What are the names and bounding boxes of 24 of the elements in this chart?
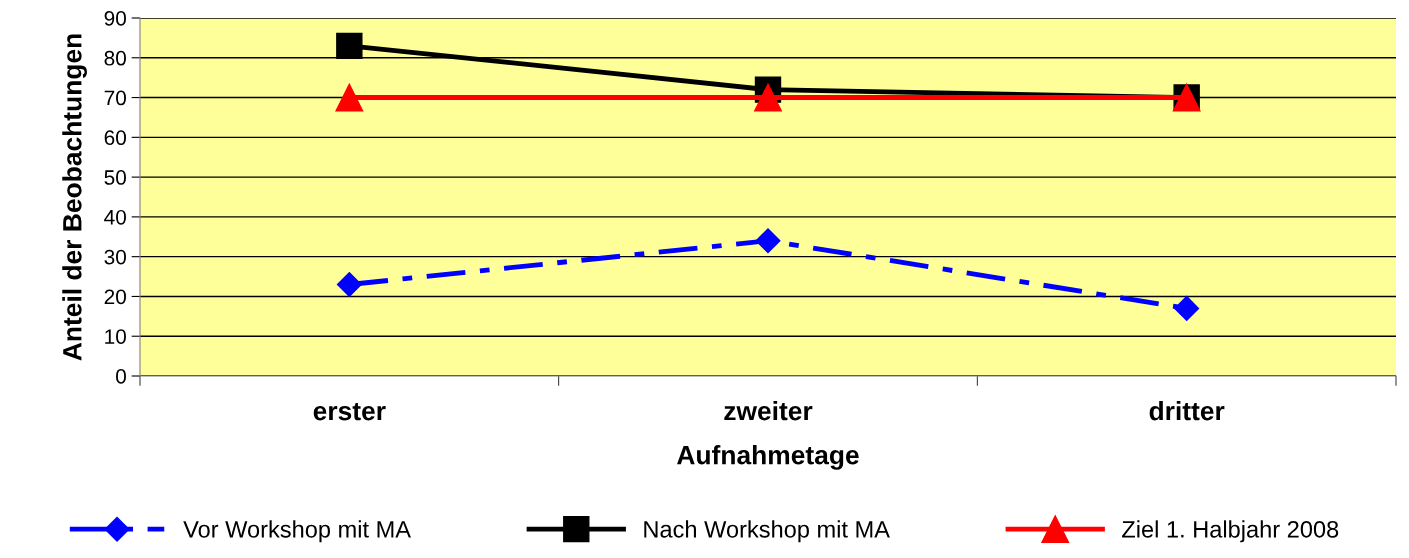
y-tick-label: 40 (104, 209, 126, 225)
legend-label: Ziel 1. Halbjahr 2008 (1122, 520, 1339, 543)
y-tick-label: 30 (104, 249, 126, 265)
y-tick-label: 50 (104, 170, 126, 185)
point (755, 228, 781, 254)
y-tick-label: 10 (105, 329, 126, 344)
y-axis-title: Anteil der Beobachtungen (62, 34, 87, 361)
y-tick-label: 0 (116, 369, 126, 384)
legend-label: Vor Workshop mit MA (183, 520, 411, 543)
x-tick-label: dritter (1149, 401, 1225, 421)
y-tick-label: 80 (104, 50, 126, 66)
point (754, 83, 782, 112)
point (335, 83, 364, 112)
y-tick-label: 60 (104, 130, 126, 146)
y-tick-label: 70 (104, 90, 126, 106)
y-tick-label: 20 (104, 289, 126, 305)
y-tick-label: 90 (104, 11, 126, 26)
x-tick-label: zweiter (724, 401, 813, 421)
x-tick-label: erster (313, 402, 386, 421)
point (1174, 295, 1200, 321)
point (336, 32, 363, 60)
x-axis-title: Aufnahmetage (677, 445, 859, 470)
legend-label: Nach Workshop mit MA (644, 520, 890, 543)
point (336, 272, 362, 297)
